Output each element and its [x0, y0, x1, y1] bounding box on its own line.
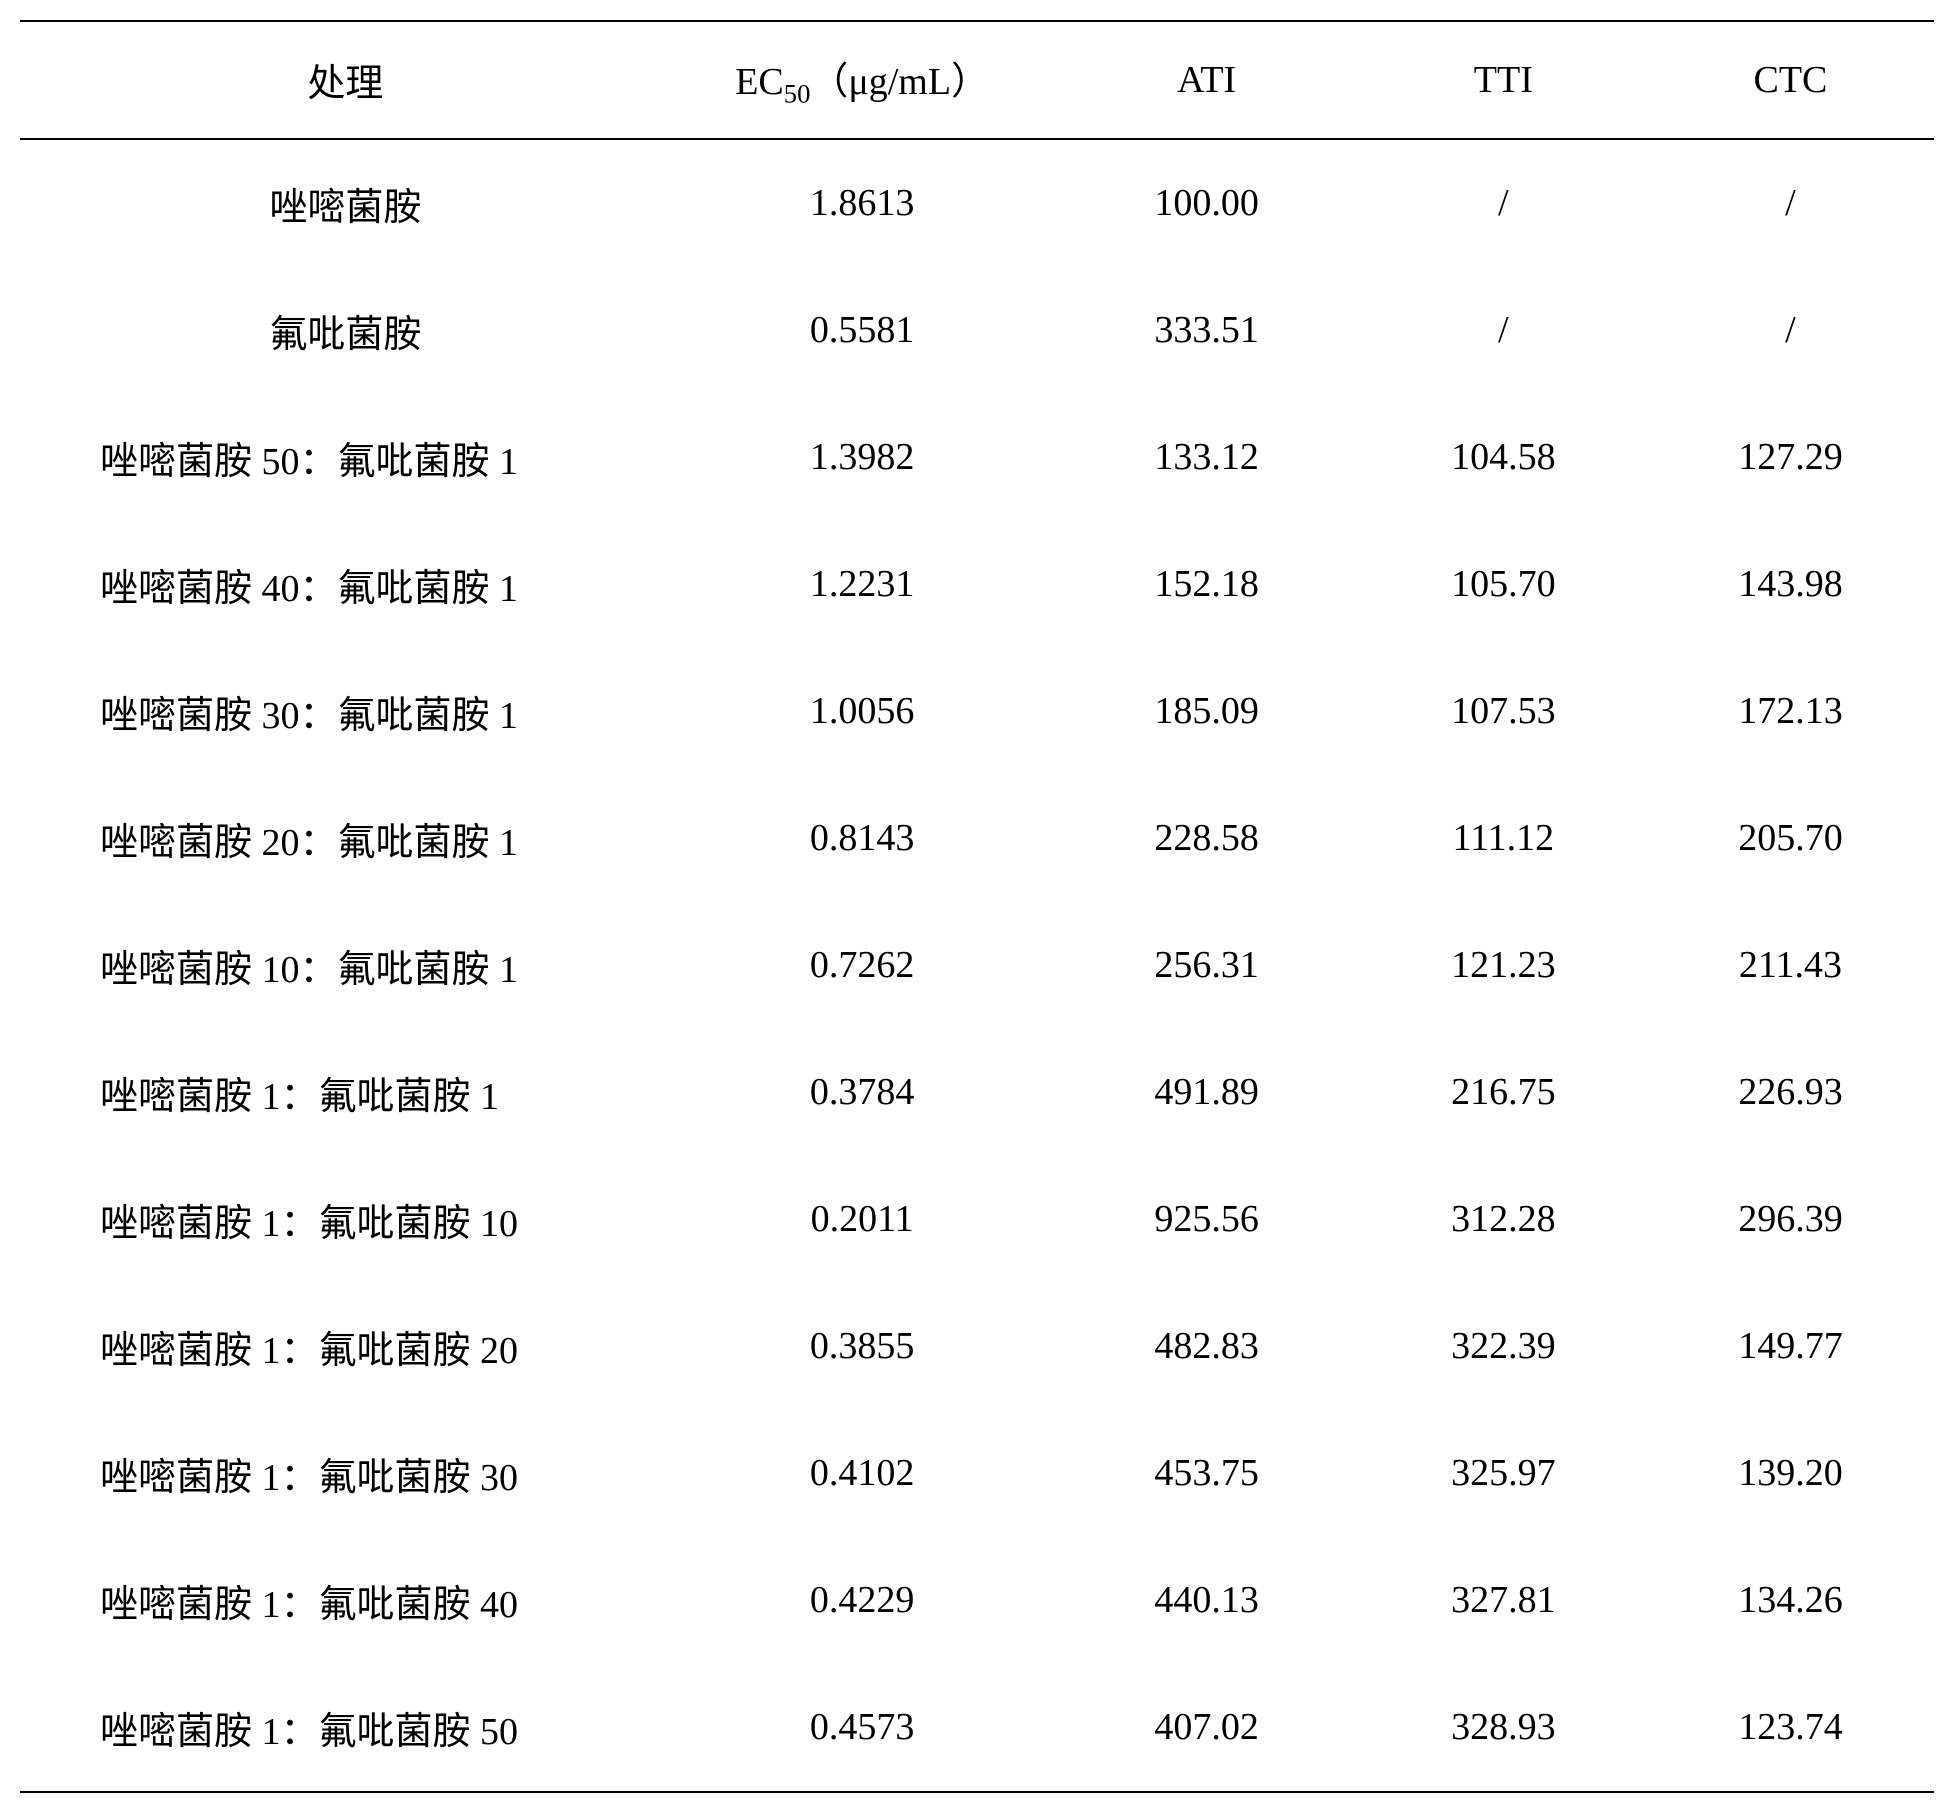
cell-ctc: / — [1647, 267, 1934, 394]
cell-ec50: 1.3982 — [671, 394, 1054, 521]
ec50-post: （μg/mL） — [810, 61, 989, 103]
cell-tti: 121.23 — [1360, 902, 1647, 1029]
cell-ec50: 0.8143 — [671, 775, 1054, 902]
cell-tti: 216.75 — [1360, 1029, 1647, 1156]
cell-ec50: 0.2011 — [671, 1156, 1054, 1283]
cell-tti: 111.12 — [1360, 775, 1647, 902]
cell-ec50: 0.4229 — [671, 1537, 1054, 1664]
cell-tti: 327.81 — [1360, 1537, 1647, 1664]
cell-treatment: 唑嘧菌胺 1：氟吡菌胺 30 — [20, 1410, 671, 1537]
cell-ctc: 296.39 — [1647, 1156, 1934, 1283]
cell-ctc: 205.70 — [1647, 775, 1934, 902]
cell-treatment: 唑嘧菌胺 40：氟吡菌胺 1 — [20, 521, 671, 648]
cell-ati: 482.83 — [1054, 1283, 1360, 1410]
cell-treatment: 唑嘧菌胺 1：氟吡菌胺 10 — [20, 1156, 671, 1283]
cell-ati: 407.02 — [1054, 1664, 1360, 1792]
cell-tti: 104.58 — [1360, 394, 1647, 521]
cell-ec50: 1.0056 — [671, 648, 1054, 775]
header-ctc: CTC — [1647, 21, 1934, 139]
cell-ati: 925.56 — [1054, 1156, 1360, 1283]
table-row: 唑嘧菌胺 1：氟吡菌胺 500.4573407.02328.93123.74 — [20, 1664, 1934, 1792]
cell-tti: 105.70 — [1360, 521, 1647, 648]
cell-ec50: 0.3855 — [671, 1283, 1054, 1410]
cell-ati: 133.12 — [1054, 394, 1360, 521]
cell-ec50: 1.2231 — [671, 521, 1054, 648]
cell-ati: 440.13 — [1054, 1537, 1360, 1664]
cell-tti: / — [1360, 139, 1647, 267]
table-row: 唑嘧菌胺 40：氟吡菌胺 11.2231152.18105.70143.98 — [20, 521, 1934, 648]
cell-ec50: 0.4102 — [671, 1410, 1054, 1537]
table-row: 唑嘧菌胺 20：氟吡菌胺 10.8143228.58111.12205.70 — [20, 775, 1934, 902]
cell-ec50: 0.5581 — [671, 267, 1054, 394]
table-row: 唑嘧菌胺 1：氟吡菌胺 100.2011925.56312.28296.39 — [20, 1156, 1934, 1283]
cell-ctc: 172.13 — [1647, 648, 1934, 775]
cell-tti: / — [1360, 267, 1647, 394]
cell-ati: 453.75 — [1054, 1410, 1360, 1537]
cell-ctc: 139.20 — [1647, 1410, 1934, 1537]
cell-treatment: 唑嘧菌胺 50：氟吡菌胺 1 — [20, 394, 671, 521]
cell-ctc: 226.93 — [1647, 1029, 1934, 1156]
cell-treatment: 唑嘧菌胺 1：氟吡菌胺 1 — [20, 1029, 671, 1156]
cell-ctc: 143.98 — [1647, 521, 1934, 648]
cell-treatment: 唑嘧菌胺 1：氟吡菌胺 50 — [20, 1664, 671, 1792]
table-row: 氟吡菌胺0.5581333.51// — [20, 267, 1934, 394]
table-row: 唑嘧菌胺 10：氟吡菌胺 10.7262256.31121.23211.43 — [20, 902, 1934, 1029]
table-row: 唑嘧菌胺 1：氟吡菌胺 10.3784491.89216.75226.93 — [20, 1029, 1934, 1156]
cell-treatment: 唑嘧菌胺 1：氟吡菌胺 40 — [20, 1537, 671, 1664]
cell-treatment: 唑嘧菌胺 1：氟吡菌胺 20 — [20, 1283, 671, 1410]
table-row: 唑嘧菌胺 30：氟吡菌胺 11.0056185.09107.53172.13 — [20, 648, 1934, 775]
header-treatment: 处理 — [20, 21, 671, 139]
table-body: 唑嘧菌胺1.8613100.00//氟吡菌胺0.5581333.51//唑嘧菌胺… — [20, 139, 1934, 1792]
cell-ctc: / — [1647, 139, 1934, 267]
cell-ctc: 211.43 — [1647, 902, 1934, 1029]
cell-ec50: 0.7262 — [671, 902, 1054, 1029]
table-row: 唑嘧菌胺 1：氟吡菌胺 400.4229440.13327.81134.26 — [20, 1537, 1934, 1664]
header-ec50: EC50（μg/mL） — [671, 21, 1054, 139]
cell-treatment: 唑嘧菌胺 10：氟吡菌胺 1 — [20, 902, 671, 1029]
cell-ati: 333.51 — [1054, 267, 1360, 394]
cell-ati: 185.09 — [1054, 648, 1360, 775]
cell-ctc: 149.77 — [1647, 1283, 1934, 1410]
cell-ati: 228.58 — [1054, 775, 1360, 902]
ec50-sub: 50 — [784, 79, 811, 109]
cell-ec50: 0.3784 — [671, 1029, 1054, 1156]
cell-tti: 328.93 — [1360, 1664, 1647, 1792]
cell-ctc: 127.29 — [1647, 394, 1934, 521]
cell-ati: 100.00 — [1054, 139, 1360, 267]
cell-treatment: 氟吡菌胺 — [20, 267, 671, 394]
header-tti: TTI — [1360, 21, 1647, 139]
cell-treatment: 唑嘧菌胺 30：氟吡菌胺 1 — [20, 648, 671, 775]
cell-tti: 312.28 — [1360, 1156, 1647, 1283]
table-row: 唑嘧菌胺1.8613100.00// — [20, 139, 1934, 267]
table-row: 唑嘧菌胺 1：氟吡菌胺 300.4102453.75325.97139.20 — [20, 1410, 1934, 1537]
cell-treatment: 唑嘧菌胺 20：氟吡菌胺 1 — [20, 775, 671, 902]
cell-ec50: 1.8613 — [671, 139, 1054, 267]
cell-ec50: 0.4573 — [671, 1664, 1054, 1792]
cell-tti: 322.39 — [1360, 1283, 1647, 1410]
cell-ati: 152.18 — [1054, 521, 1360, 648]
table-row: 唑嘧菌胺 1：氟吡菌胺 200.3855482.83322.39149.77 — [20, 1283, 1934, 1410]
cell-tti: 107.53 — [1360, 648, 1647, 775]
header-ati: ATI — [1054, 21, 1360, 139]
cell-ctc: 134.26 — [1647, 1537, 1934, 1664]
data-table: 处理 EC50（μg/mL） ATI TTI CTC 唑嘧菌胺1.8613100… — [20, 20, 1934, 1793]
table-header-row: 处理 EC50（μg/mL） ATI TTI CTC — [20, 21, 1934, 139]
table-row: 唑嘧菌胺 50：氟吡菌胺 11.3982133.12104.58127.29 — [20, 394, 1934, 521]
cell-ati: 256.31 — [1054, 902, 1360, 1029]
cell-ati: 491.89 — [1054, 1029, 1360, 1156]
cell-ctc: 123.74 — [1647, 1664, 1934, 1792]
cell-treatment: 唑嘧菌胺 — [20, 139, 671, 267]
ec50-pre: EC — [735, 61, 784, 103]
cell-tti: 325.97 — [1360, 1410, 1647, 1537]
